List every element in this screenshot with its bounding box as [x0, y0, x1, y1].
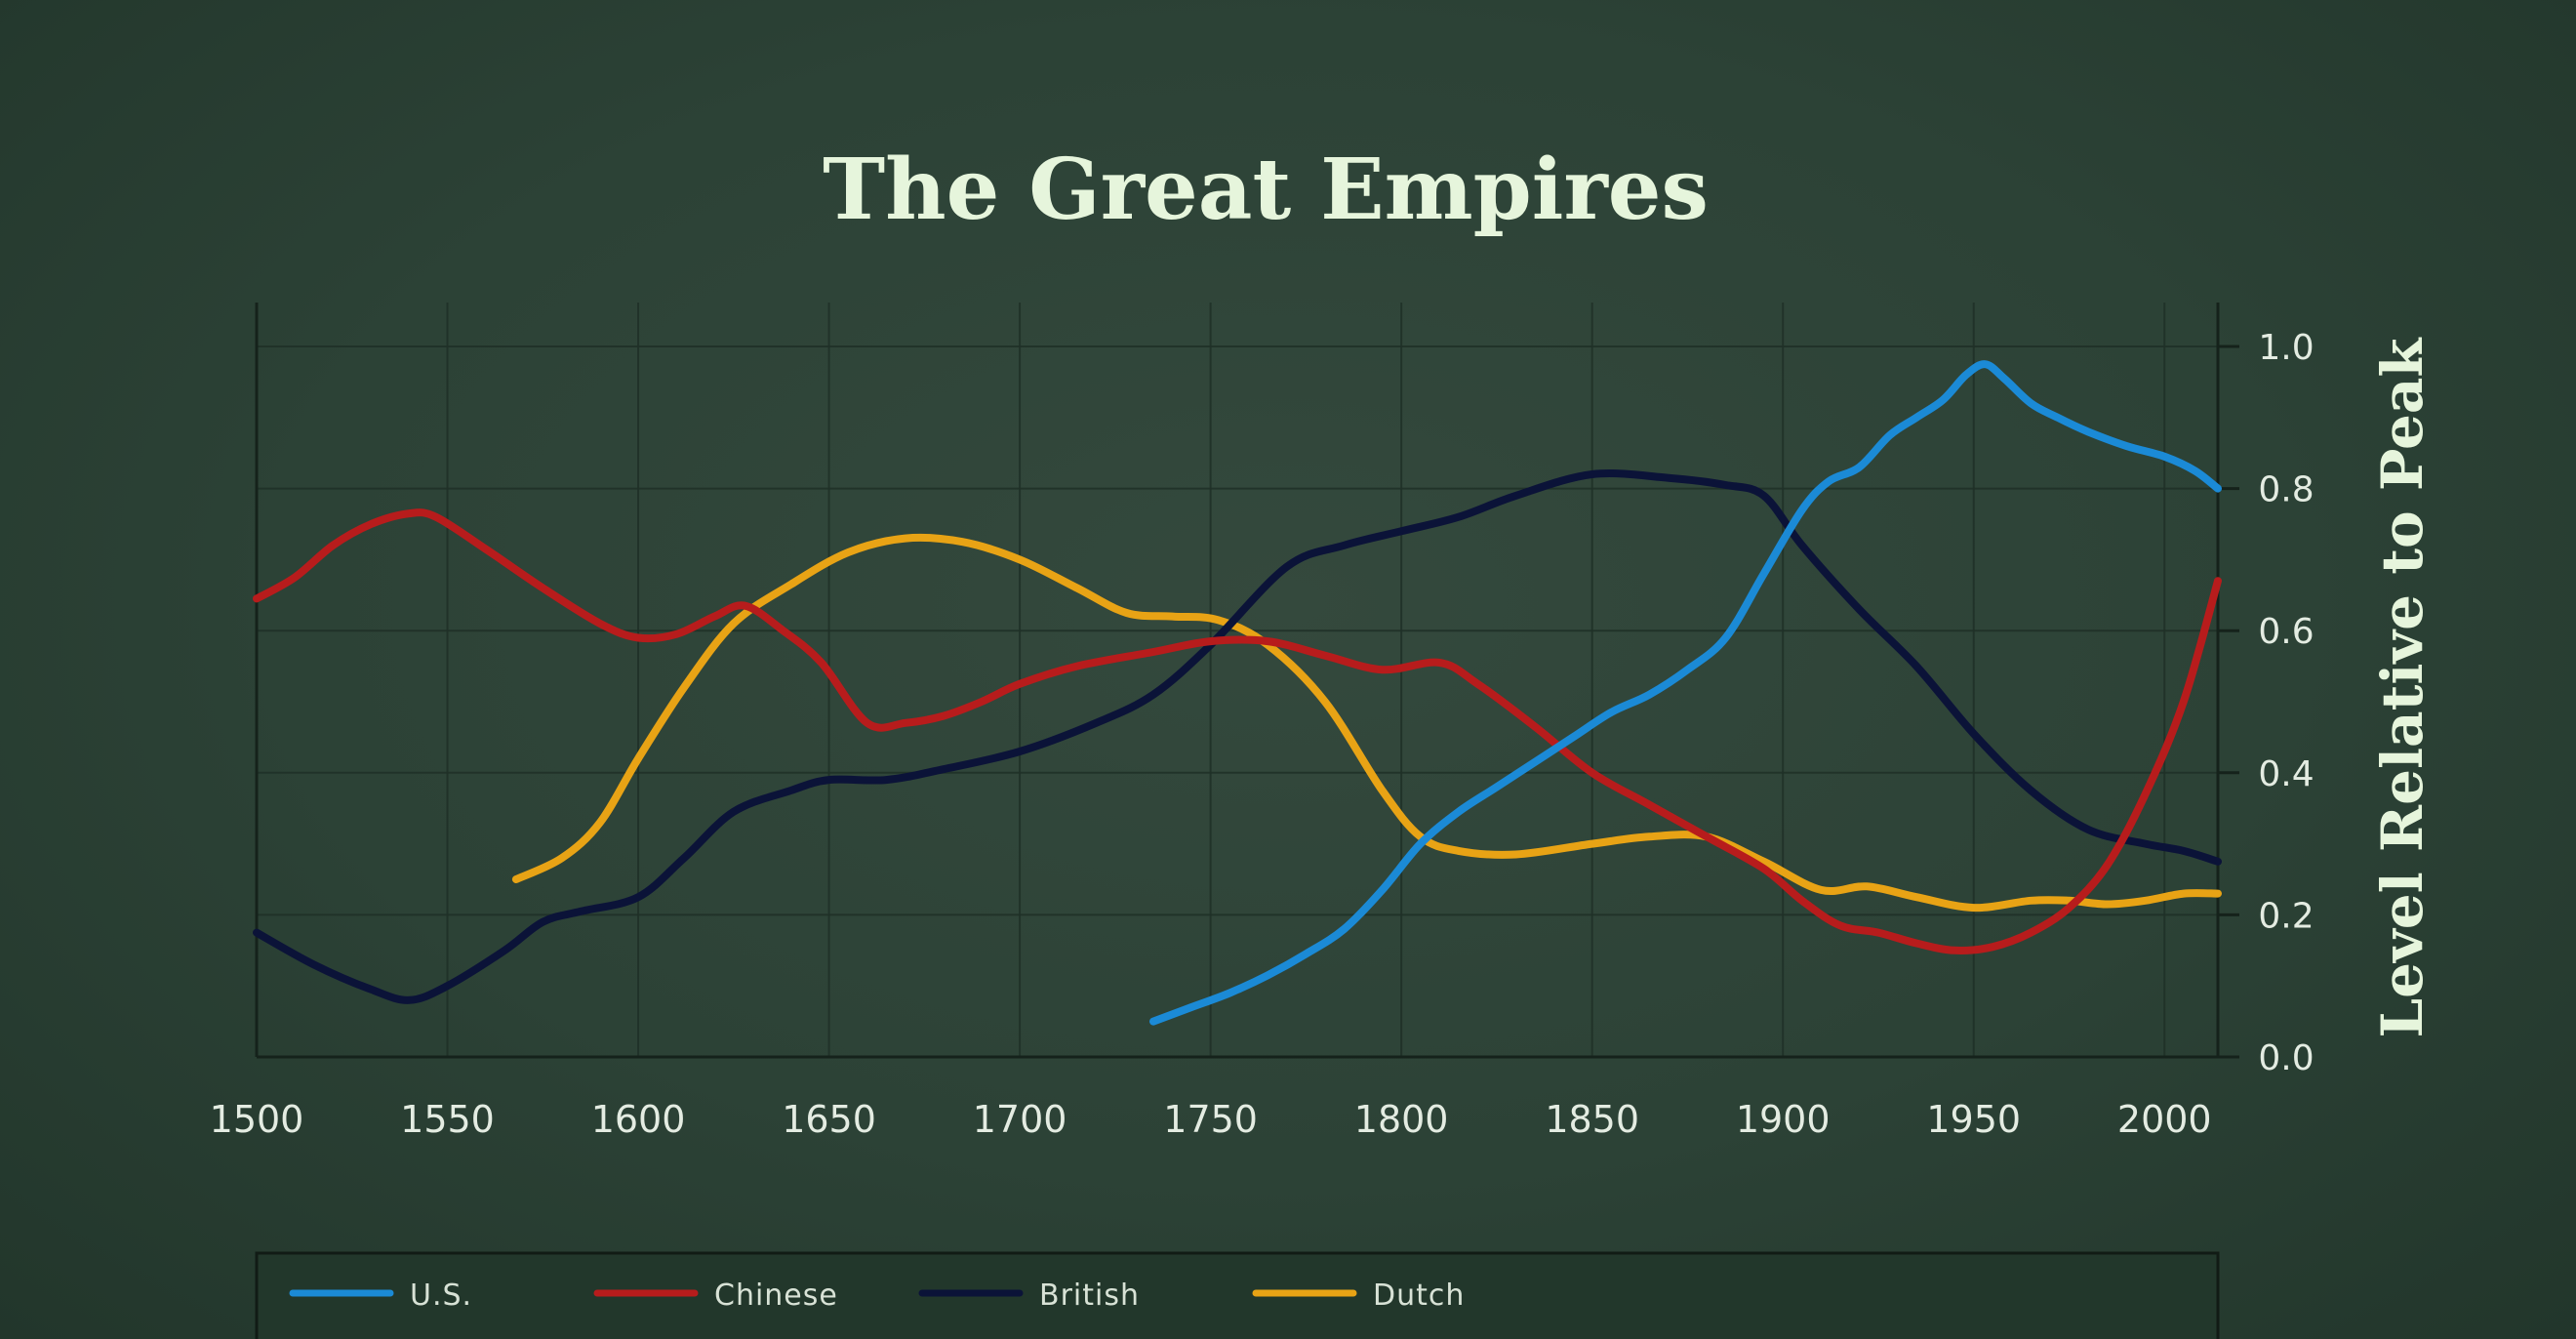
legend-item-us: U.S.: [289, 1278, 472, 1313]
legend-label: U.S.: [410, 1278, 472, 1313]
series-lines: [253, 360, 2222, 1026]
x-tick-label: 1700: [973, 1098, 1067, 1141]
series-line-chinese: [253, 508, 2222, 954]
y-tick-label: 0.8: [2258, 470, 2314, 510]
axes: [255, 303, 2239, 1059]
x-tick-label: 1750: [1163, 1098, 1258, 1141]
legend-item-british: British: [918, 1278, 1140, 1313]
x-tick-label: 1850: [1545, 1098, 1639, 1141]
x-tick-label: 1900: [1736, 1098, 1831, 1141]
x-tick-label: 2000: [2117, 1098, 2212, 1141]
y-axis-label: Level Relative to Peak: [2369, 337, 2435, 1038]
y-tick-label: 0.6: [2258, 612, 2314, 652]
series-line-british: [253, 469, 2222, 1004]
series-line-us: [1149, 360, 2222, 1026]
y-tick-label: 0.0: [2258, 1038, 2314, 1078]
x-tick-label: 1550: [400, 1098, 495, 1141]
y-tick-label: 0.4: [2258, 754, 2314, 794]
legend: U.S. Chinese British Dutch: [255, 1251, 2220, 1339]
legend-frame: [255, 1251, 2220, 1339]
tick-labels: 1500 1550 1600 1650 1700 1750 1800 1850 1900 1950…: [210, 328, 2314, 1141]
x-tick-label: 1950: [1926, 1098, 2021, 1141]
legend-item-chinese: Chinese: [593, 1278, 838, 1313]
legend-label: British: [1039, 1278, 1140, 1313]
chart-title: The Great Empires: [823, 141, 1709, 239]
legend-label: Chinese: [714, 1278, 838, 1313]
legend-item-dutch: Dutch: [1252, 1278, 1465, 1313]
x-tick-label: 1500: [210, 1098, 304, 1141]
y-tick-label: 0.2: [2258, 896, 2314, 936]
x-tick-label: 1650: [782, 1098, 876, 1141]
x-tick-label: 1600: [591, 1098, 686, 1141]
y-tick-label: 1.0: [2258, 328, 2314, 368]
legend-label: Dutch: [1373, 1278, 1465, 1313]
x-tick-label: 1800: [1354, 1098, 1449, 1141]
